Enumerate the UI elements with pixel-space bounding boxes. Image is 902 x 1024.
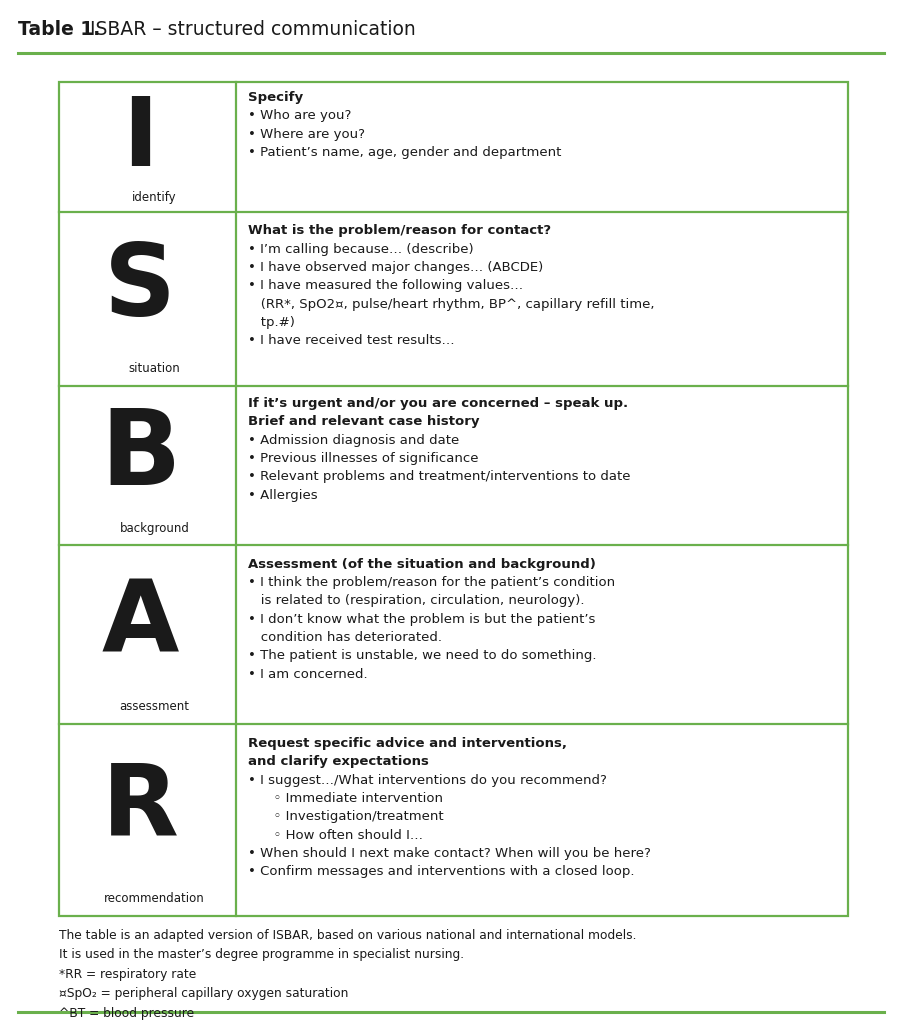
Text: A: A <box>102 575 179 672</box>
Text: It is used in the master’s degree programme in specialist nursing.: It is used in the master’s degree progra… <box>59 948 464 962</box>
Text: condition has deteriorated.: condition has deteriorated. <box>248 631 442 644</box>
Text: • I have received test results…: • I have received test results… <box>248 334 455 347</box>
Text: • Previous illnesses of significance: • Previous illnesses of significance <box>248 452 478 465</box>
Text: • Relevant problems and treatment/interventions to date: • Relevant problems and treatment/interv… <box>248 470 630 483</box>
Text: R: R <box>102 760 179 857</box>
Text: recommendation: recommendation <box>104 892 205 905</box>
Text: and clarify expectations: and clarify expectations <box>248 756 428 768</box>
Text: Assessment (of the situation and background): Assessment (of the situation and backgro… <box>248 557 596 570</box>
Text: I: I <box>123 93 159 185</box>
Text: ◦ Investigation/treatment: ◦ Investigation/treatment <box>248 810 444 823</box>
Text: • Confirm messages and interventions with a closed loop.: • Confirm messages and interventions wit… <box>248 865 634 879</box>
Text: • I don’t know what the problem is but the patient’s: • I don’t know what the problem is but t… <box>248 612 595 626</box>
Text: Brief and relevant case history: Brief and relevant case history <box>248 416 480 428</box>
Text: identify: identify <box>133 191 177 205</box>
Text: • I have measured the following values…: • I have measured the following values… <box>248 280 523 292</box>
Text: The table is an adapted version of ISBAR, based on various national and internat: The table is an adapted version of ISBAR… <box>59 929 636 942</box>
Text: • I think the problem/reason for the patient’s condition: • I think the problem/reason for the pat… <box>248 575 615 589</box>
Text: tp.#): tp.#) <box>248 316 295 329</box>
Text: • I have observed major changes… (ABCDE): • I have observed major changes… (ABCDE) <box>248 261 543 274</box>
Text: What is the problem/reason for contact?: What is the problem/reason for contact? <box>248 224 551 238</box>
Text: B: B <box>100 404 180 507</box>
Text: ◦ Immediate intervention: ◦ Immediate intervention <box>248 792 443 805</box>
Text: (RR*, SpO2¤, pulse/heart rhythm, BP^, capillary refill time,: (RR*, SpO2¤, pulse/heart rhythm, BP^, ca… <box>248 298 655 310</box>
Text: Specify: Specify <box>248 91 303 104</box>
Text: ¤SpO₂ = peripheral capillary oxygen saturation: ¤SpO₂ = peripheral capillary oxygen satu… <box>59 987 348 1000</box>
Text: • I’m calling because… (describe): • I’m calling because… (describe) <box>248 243 474 256</box>
Text: • Admission diagnosis and date: • Admission diagnosis and date <box>248 433 459 446</box>
Text: Request specific advice and interventions,: Request specific advice and intervention… <box>248 737 567 750</box>
Text: • When should I next make contact? When will you be here?: • When should I next make contact? When … <box>248 847 651 860</box>
Text: situation: situation <box>129 362 180 376</box>
Text: • Allergies: • Allergies <box>248 488 318 502</box>
Text: Table 1.: Table 1. <box>18 19 100 39</box>
Text: S: S <box>105 240 176 337</box>
Text: • Where are you?: • Where are you? <box>248 128 365 140</box>
Bar <box>59 82 848 916</box>
Text: • I suggest…/What interventions do you recommend?: • I suggest…/What interventions do you r… <box>248 774 607 786</box>
Text: If it’s urgent and/or you are concerned – speak up.: If it’s urgent and/or you are concerned … <box>248 397 628 410</box>
Text: • The patient is unstable, we need to do something.: • The patient is unstable, we need to do… <box>248 649 596 663</box>
Text: ISBAR – structured communication: ISBAR – structured communication <box>84 19 416 39</box>
Text: *RR = respiratory rate: *RR = respiratory rate <box>59 968 196 981</box>
Text: • Patient’s name, age, gender and department: • Patient’s name, age, gender and depart… <box>248 146 561 159</box>
Text: ^BT = blood pressure: ^BT = blood pressure <box>59 1007 194 1020</box>
Text: background: background <box>120 522 189 536</box>
Text: is related to (respiration, circulation, neurology).: is related to (respiration, circulation,… <box>248 594 584 607</box>
Text: • Who are you?: • Who are you? <box>248 110 351 123</box>
Text: ◦ How often should I…: ◦ How often should I… <box>248 828 423 842</box>
Text: assessment: assessment <box>120 699 189 713</box>
Text: • I am concerned.: • I am concerned. <box>248 668 367 681</box>
